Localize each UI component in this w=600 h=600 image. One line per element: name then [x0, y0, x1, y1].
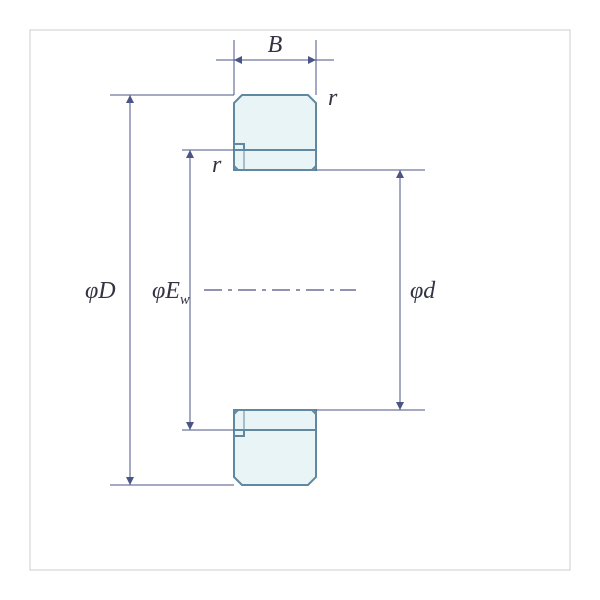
label-r-inner: r: [212, 152, 222, 178]
label-r-outer: r: [328, 85, 338, 111]
label-phiD: φD: [85, 278, 116, 304]
label-phid: φd: [410, 278, 436, 304]
label-phiEw: φEw: [152, 278, 190, 308]
label-B: B: [268, 32, 283, 58]
